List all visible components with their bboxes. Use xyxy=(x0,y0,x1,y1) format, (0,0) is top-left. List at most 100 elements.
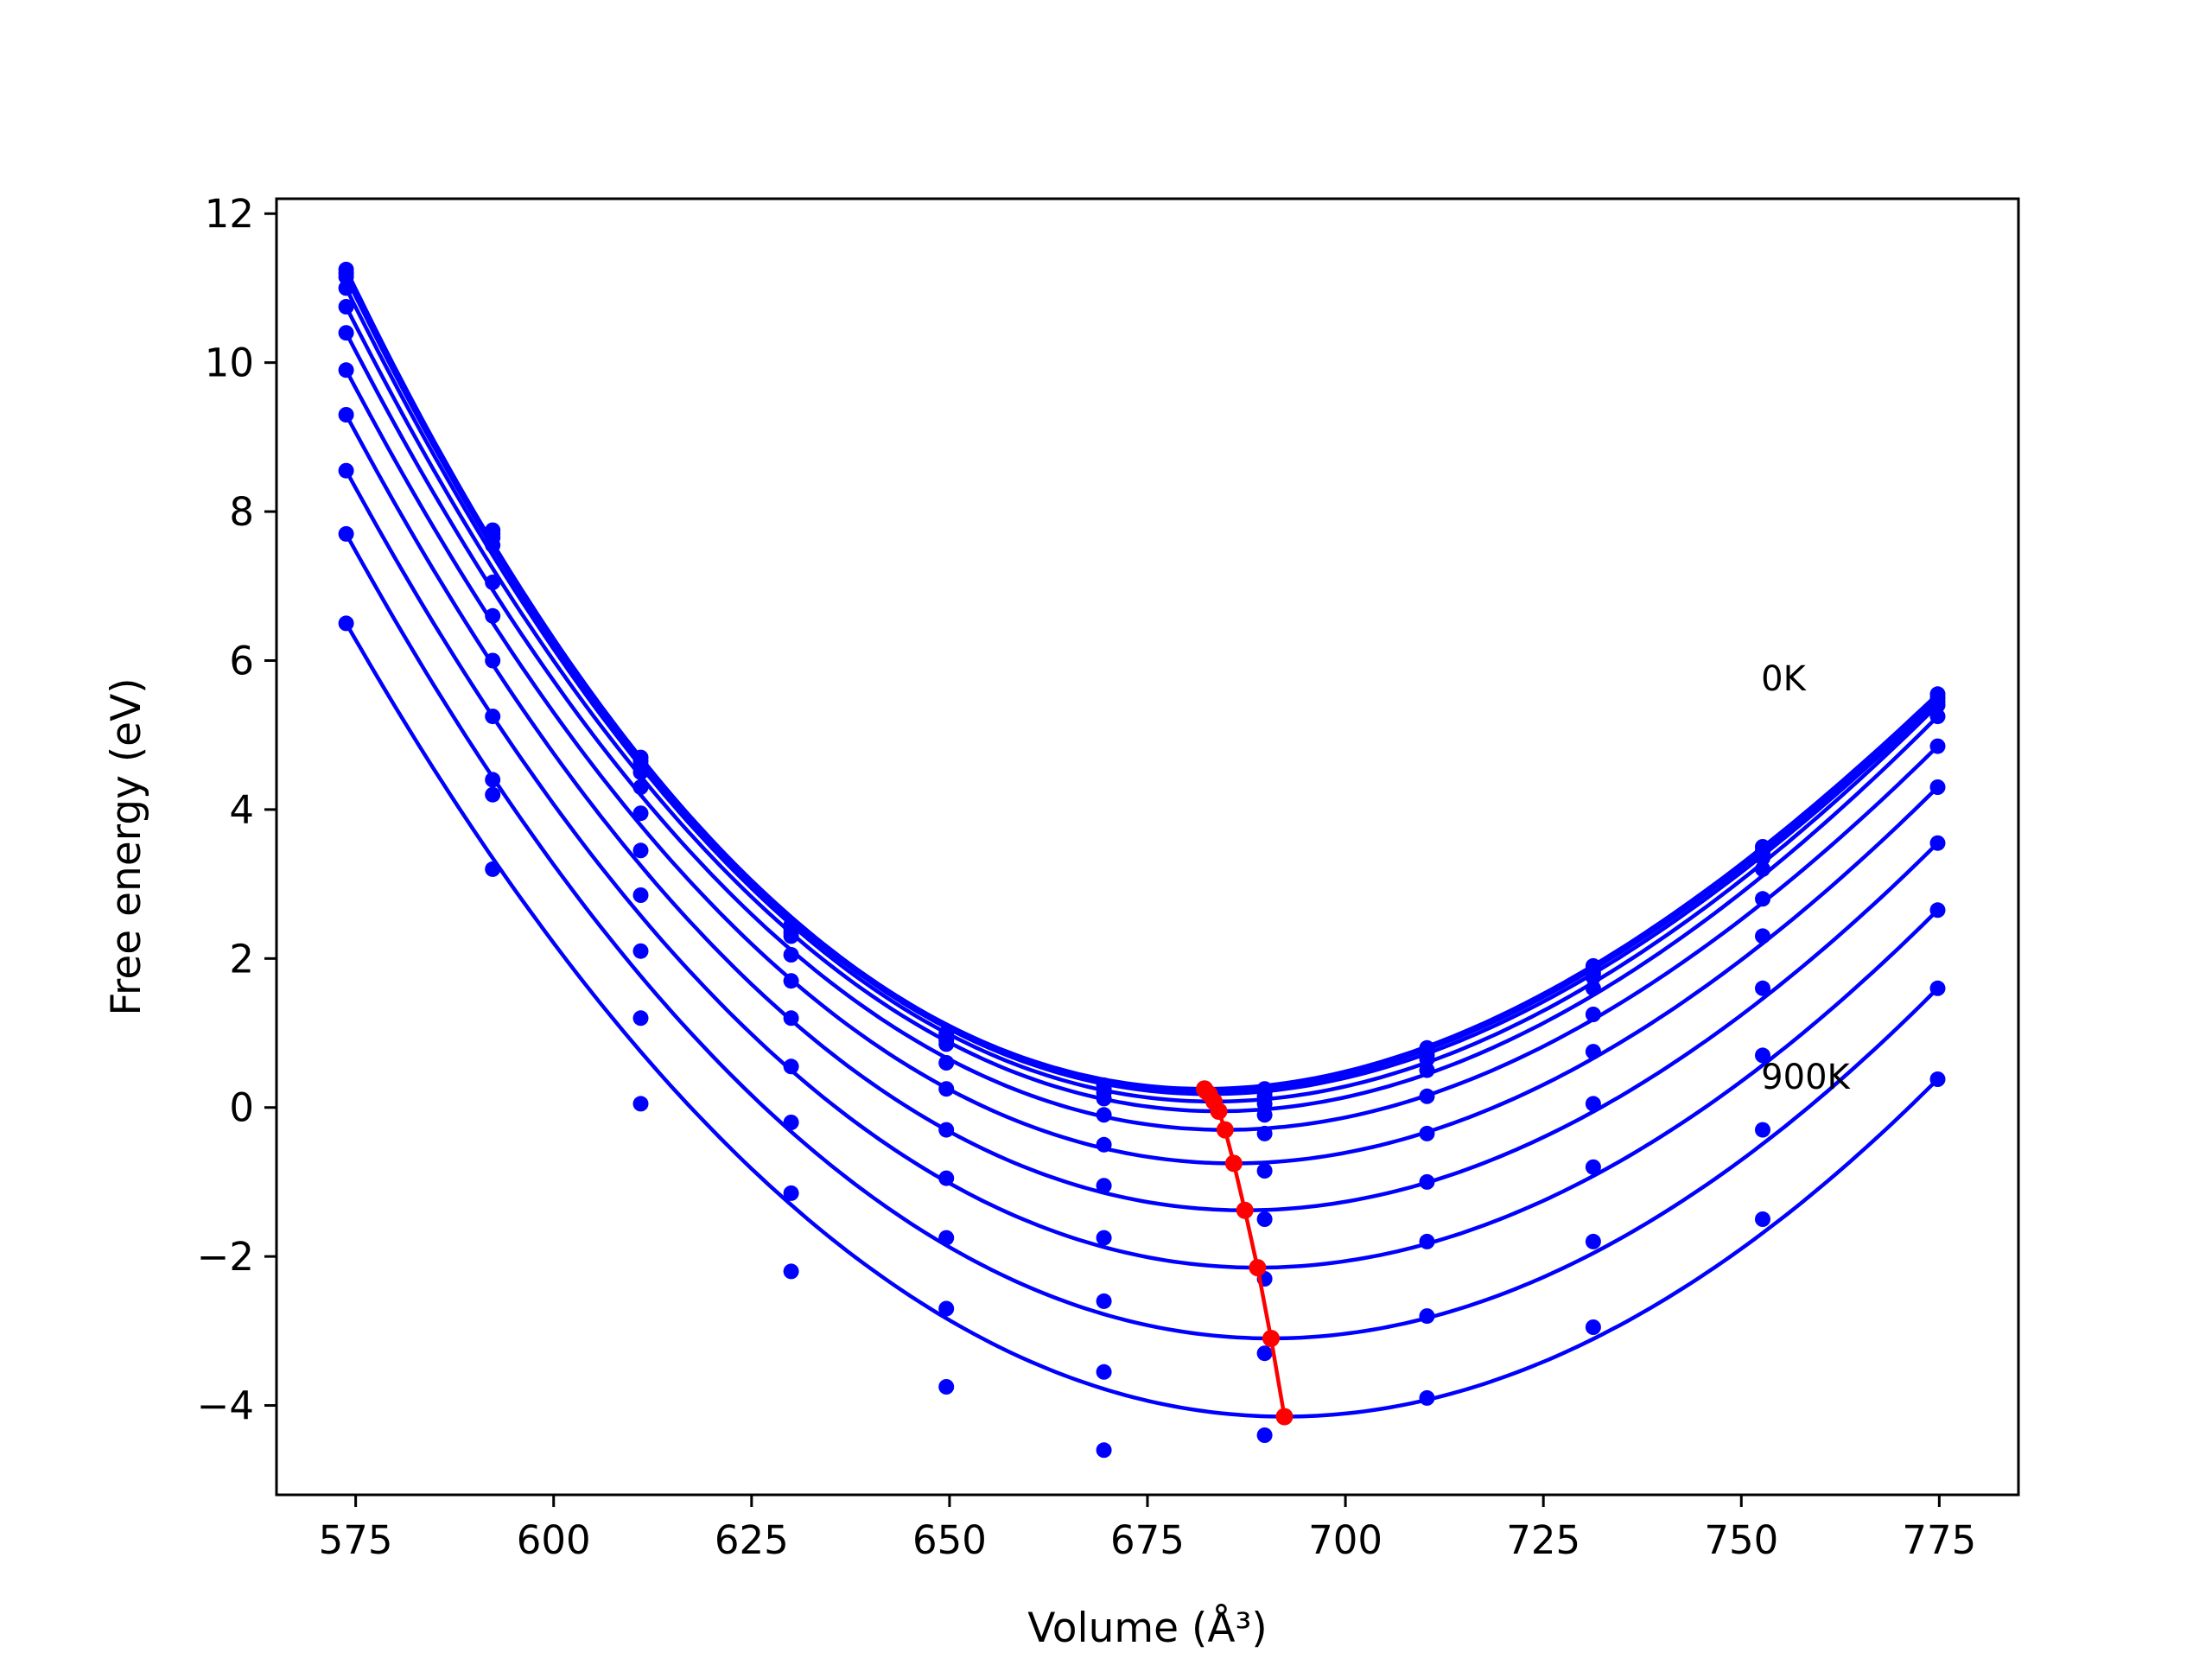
y-tick-label: 10 xyxy=(205,340,254,386)
x-axis-label: Volume (Å³) xyxy=(1027,1605,1267,1652)
data-point xyxy=(1755,1047,1770,1064)
curve-line xyxy=(344,287,1940,1104)
data-point xyxy=(632,887,649,903)
data-point xyxy=(1096,1136,1112,1153)
x-tick-label: 600 xyxy=(517,1517,591,1563)
data-point xyxy=(1419,1125,1435,1141)
minimum-point xyxy=(1224,1154,1243,1173)
x-tick-label: 700 xyxy=(1308,1517,1382,1563)
data-point xyxy=(1585,1007,1601,1022)
x-tick-label: 675 xyxy=(1110,1517,1185,1563)
data-point xyxy=(338,407,354,423)
data-point xyxy=(338,280,354,296)
data-point xyxy=(338,362,354,378)
data-point xyxy=(632,764,649,780)
data-point xyxy=(338,525,354,542)
data-point xyxy=(1585,969,1601,985)
data-point xyxy=(1585,980,1601,996)
data-point xyxy=(1419,1173,1435,1190)
data-point xyxy=(1755,980,1770,996)
data-point xyxy=(938,1379,955,1395)
data-point xyxy=(1755,1211,1770,1227)
curve-line xyxy=(344,276,1940,1096)
data-point xyxy=(485,607,501,624)
data-point xyxy=(1256,1096,1273,1112)
data-point xyxy=(1419,1308,1435,1325)
data-point xyxy=(1929,980,1946,996)
data-point xyxy=(1256,1427,1273,1443)
data-point xyxy=(1929,902,1946,918)
y-tick-label: 6 xyxy=(229,638,254,683)
data-point xyxy=(338,269,354,285)
data-point xyxy=(1755,891,1770,907)
data-point xyxy=(938,1122,955,1138)
data-point xyxy=(1419,1062,1435,1078)
data-point xyxy=(632,1096,649,1112)
y-axis-ticks: −4 −2 0 2 4 6 8 10 12 xyxy=(197,191,276,1429)
data-point xyxy=(1755,861,1770,877)
data-point xyxy=(938,1081,955,1097)
minimum-point xyxy=(1210,1103,1228,1120)
data-point xyxy=(1585,1159,1601,1175)
minimum-line-layer xyxy=(1196,1080,1294,1426)
data-point xyxy=(1929,738,1946,754)
data-point xyxy=(485,772,501,788)
data-point xyxy=(1929,1071,1946,1087)
x-tick-label: 750 xyxy=(1704,1517,1778,1563)
curves-layer xyxy=(344,268,1940,1419)
y-tick-label: 2 xyxy=(229,936,254,982)
data-point xyxy=(338,615,354,632)
x-tick-label: 725 xyxy=(1506,1517,1580,1563)
data-point xyxy=(783,928,799,944)
data-point xyxy=(1256,1345,1273,1362)
data-point xyxy=(1585,1096,1601,1112)
minimum-point xyxy=(1216,1121,1234,1139)
data-point xyxy=(485,786,501,803)
data-point xyxy=(632,805,649,822)
data-point xyxy=(1419,1389,1435,1406)
data-point xyxy=(1929,709,1946,725)
data-point xyxy=(783,1058,799,1075)
data-point xyxy=(485,861,501,877)
data-point xyxy=(783,1185,799,1201)
x-tick-label: 775 xyxy=(1902,1517,1976,1563)
data-point xyxy=(1585,1319,1601,1335)
data-point xyxy=(1929,835,1946,851)
data-point xyxy=(1755,928,1770,944)
y-tick-label: 4 xyxy=(229,787,254,833)
y-tick-label: 12 xyxy=(205,191,254,237)
data-point xyxy=(1419,1051,1435,1067)
data-point xyxy=(1096,1363,1112,1380)
data-point xyxy=(1256,1107,1273,1123)
data-point xyxy=(632,943,649,959)
data-point xyxy=(1585,1233,1601,1249)
curve-line xyxy=(344,305,1940,1114)
minimum-point xyxy=(1236,1201,1254,1219)
data-point xyxy=(1419,1233,1435,1249)
y-tick-label: −2 xyxy=(197,1234,254,1280)
data-point xyxy=(485,537,501,553)
data-point xyxy=(1096,1293,1112,1309)
data-point xyxy=(1419,1088,1435,1104)
curve-line xyxy=(344,532,1940,1341)
data-point xyxy=(938,1230,955,1246)
data-point xyxy=(1096,1107,1112,1123)
data-point xyxy=(1096,1442,1112,1459)
data-point xyxy=(632,842,649,859)
data-point xyxy=(1929,697,1946,714)
x-axis-ticks: 575 600 625 650 675 700 725 750 775 xyxy=(319,1495,1976,1563)
data-point xyxy=(783,1263,799,1280)
data-point xyxy=(632,1010,649,1027)
data-point xyxy=(1096,1090,1112,1107)
annotations: 0K 900K xyxy=(1761,659,1851,1097)
data-point xyxy=(1929,779,1946,795)
data-point xyxy=(783,1010,799,1027)
y-axis-label: Free energy (eV) xyxy=(103,677,150,1015)
data-point xyxy=(783,947,799,963)
data-point xyxy=(485,575,501,590)
data-point xyxy=(1096,1178,1112,1194)
curve-line xyxy=(344,332,1940,1132)
temperature-annotation: 0K xyxy=(1761,659,1807,699)
